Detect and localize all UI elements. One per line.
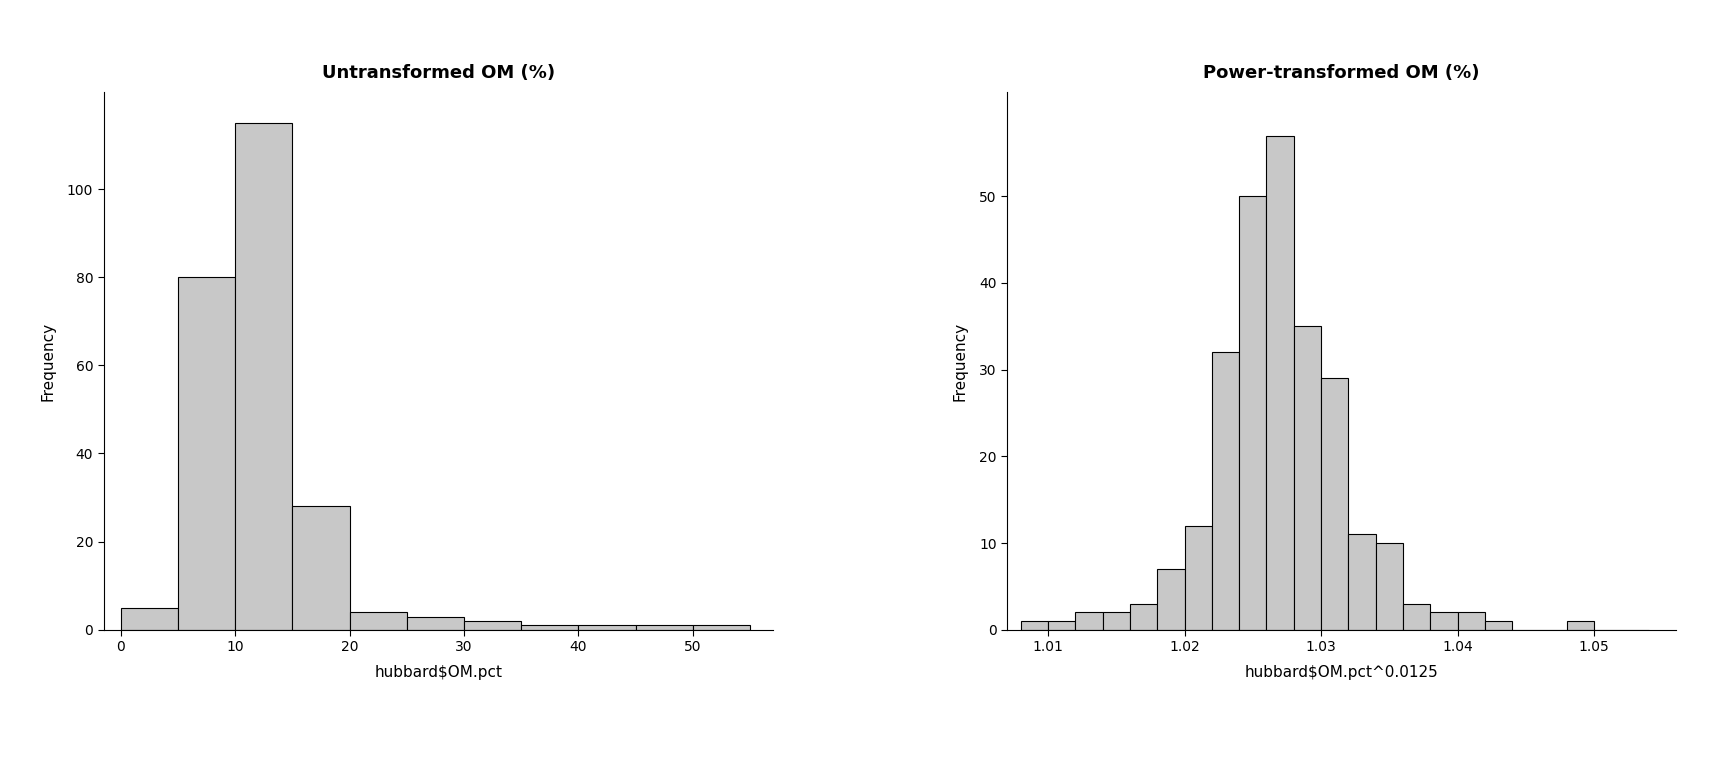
Bar xyxy=(1484,621,1512,630)
Bar xyxy=(406,617,465,630)
Bar xyxy=(1294,326,1322,630)
Bar xyxy=(292,506,349,630)
Bar xyxy=(1047,621,1075,630)
Y-axis label: Frequency: Frequency xyxy=(952,321,968,401)
Bar xyxy=(349,612,406,630)
Bar xyxy=(1075,612,1102,630)
X-axis label: hubbard$OM.pct^0.0125: hubbard$OM.pct^0.0125 xyxy=(1244,665,1438,680)
Title: Untransformed OM (%): Untransformed OM (%) xyxy=(321,65,555,82)
Bar xyxy=(1458,612,1484,630)
Bar xyxy=(1130,604,1158,630)
Bar xyxy=(1322,379,1348,630)
Bar xyxy=(178,277,235,630)
Bar xyxy=(235,123,292,630)
Bar xyxy=(636,625,693,630)
Bar xyxy=(1567,621,1595,630)
X-axis label: hubbard$OM.pct: hubbard$OM.pct xyxy=(375,665,503,680)
Bar xyxy=(465,621,522,630)
Bar xyxy=(1185,526,1211,630)
Bar xyxy=(1211,353,1239,630)
Bar xyxy=(579,625,636,630)
Title: Power-transformed OM (%): Power-transformed OM (%) xyxy=(1203,65,1479,82)
Bar xyxy=(693,625,750,630)
Bar xyxy=(522,625,579,630)
Bar xyxy=(1021,621,1047,630)
Bar xyxy=(1267,135,1294,630)
Bar xyxy=(1348,535,1375,630)
Bar xyxy=(1102,612,1130,630)
Bar xyxy=(1239,196,1267,630)
Bar xyxy=(121,607,178,630)
Bar xyxy=(1403,604,1431,630)
Bar xyxy=(1431,612,1458,630)
Y-axis label: Frequency: Frequency xyxy=(41,321,55,401)
Bar xyxy=(1158,569,1185,630)
Bar xyxy=(1375,543,1403,630)
